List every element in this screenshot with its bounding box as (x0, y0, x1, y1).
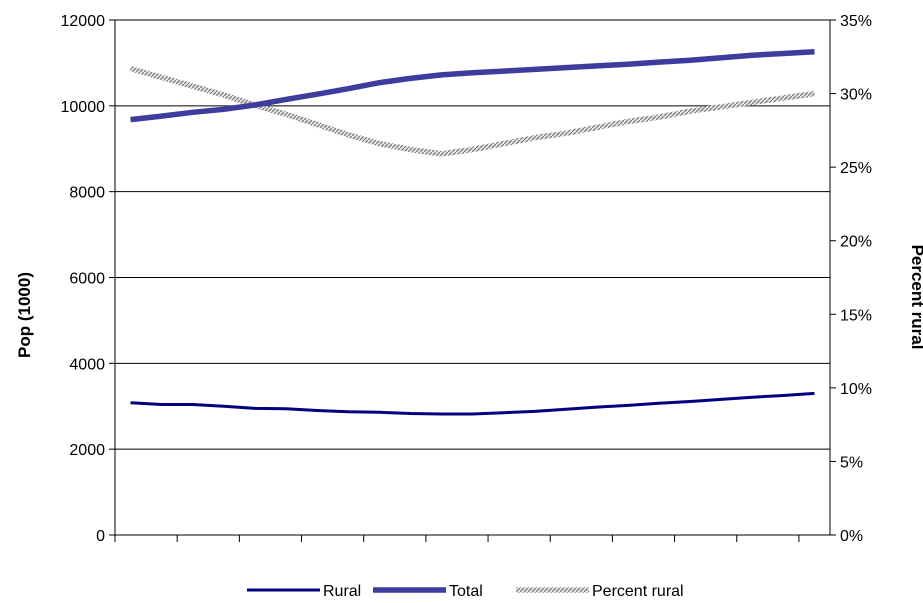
series-lines (129, 49, 815, 416)
right-tick-label: 30% (840, 87, 872, 104)
right-tick-label: 25% (840, 160, 872, 177)
right-tick-label: 35% (840, 13, 872, 30)
left-tick-label: 12000 (61, 13, 106, 30)
left-axis-ticks: 0 2000 4000 6000 8000 10000 12000 (61, 13, 115, 545)
legend-label-total: Total (449, 583, 483, 600)
y-axis-title: Pop (1000) (15, 272, 34, 358)
series-line-rural (130, 391, 815, 416)
left-tick-label: 2000 (69, 442, 105, 459)
series-line-total (130, 49, 815, 123)
y2-axis-title: Percent rural (908, 245, 923, 350)
right-tick-label: 0% (840, 528, 863, 545)
legend-label-rural: Rural (323, 583, 361, 600)
right-tick-label: 10% (840, 381, 872, 398)
legend-label-percent-rural: Percent rural (592, 583, 684, 600)
left-tick-label: 10000 (61, 99, 106, 116)
left-tick-label: 8000 (69, 185, 105, 202)
right-tick-label: 20% (840, 234, 872, 251)
right-axis-ticks: 0% 5% 10% 15% 20% 25% 30% 35% (830, 13, 872, 545)
horizontal-gridlines (115, 19, 830, 450)
left-tick-label: 4000 (69, 356, 105, 373)
x-axis-ticks (114, 535, 800, 542)
right-tick-label: 15% (840, 307, 872, 324)
legend: Rural Total Percent rural (247, 583, 684, 600)
right-tick-label: 5% (840, 454, 863, 471)
left-tick-label: 0 (96, 528, 105, 545)
left-tick-label: 6000 (69, 271, 105, 288)
series-line-percent-rural (129, 65, 815, 157)
